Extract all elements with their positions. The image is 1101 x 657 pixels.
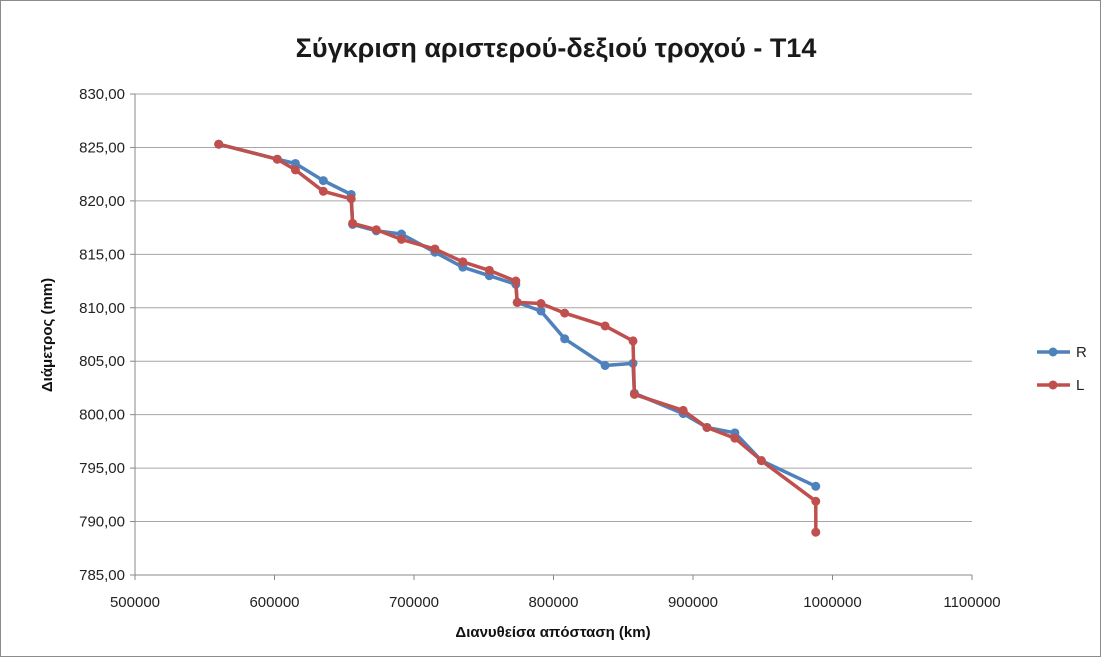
- x-tick-label: 800000: [528, 594, 578, 611]
- y-tick-label: 810,00: [79, 300, 125, 317]
- y-axis-title: Διάμετρος (mm): [39, 278, 56, 392]
- x-tick-label: 900000: [668, 594, 718, 611]
- y-tick-label: 800,00: [79, 407, 125, 424]
- data-point-L: [290, 165, 300, 175]
- data-point-L: [678, 405, 688, 415]
- series-L: [214, 139, 821, 537]
- y-tick-label: 790,00: [79, 514, 125, 531]
- data-point-L: [811, 527, 821, 537]
- x-tick-label: 700000: [389, 594, 439, 611]
- data-point-L: [536, 299, 546, 309]
- data-point-L: [628, 336, 638, 346]
- data-point-R: [290, 158, 300, 168]
- series-group: [214, 139, 821, 537]
- data-point-L: [811, 496, 821, 506]
- legend-label-L: L: [1076, 377, 1084, 394]
- data-point-L: [458, 257, 468, 267]
- data-point-L: [600, 321, 610, 331]
- data-point-L: [430, 244, 440, 254]
- data-point-R: [318, 176, 328, 186]
- x-axis-ticks: 500000 600000 700000 800000 900000 1000000 110…: [110, 575, 1001, 611]
- legend-marker-R: [1048, 347, 1058, 357]
- data-point-R: [811, 481, 821, 491]
- series-line-L: [216, 142, 818, 534]
- data-point-L: [484, 265, 494, 275]
- data-point-L: [512, 297, 522, 307]
- y-tick-label: 805,00: [79, 353, 125, 370]
- data-point-L: [511, 276, 521, 286]
- data-point-L: [702, 422, 712, 432]
- y-tick-label: 825,00: [79, 139, 125, 156]
- data-point-L: [348, 218, 358, 228]
- legend-marker-L: [1048, 380, 1058, 390]
- data-point-L: [371, 225, 381, 235]
- y-tick-label: 785,00: [79, 567, 125, 584]
- data-point-L: [756, 456, 766, 466]
- data-point-L: [214, 139, 224, 149]
- data-point-R: [560, 334, 570, 344]
- legend: RL: [1037, 344, 1087, 394]
- legend-label-R: R: [1076, 344, 1087, 361]
- y-tick-label: 820,00: [79, 193, 125, 210]
- data-point-L: [346, 194, 356, 204]
- series-R: [214, 139, 821, 491]
- y-tick-label: 815,00: [79, 246, 125, 263]
- legend-item-L: L: [1037, 377, 1084, 394]
- data-point-R: [600, 360, 610, 370]
- legend-item-R: R: [1037, 344, 1087, 361]
- data-point-L: [396, 234, 406, 244]
- gridlines: [135, 93, 972, 523]
- data-point-L: [560, 308, 570, 318]
- data-point-L: [318, 186, 328, 196]
- data-point-L: [730, 433, 740, 443]
- y-tick-label: 795,00: [79, 460, 125, 477]
- y-axis-ticks: 785,00 790,00 795,00 800,00 805,00 810,00 815,…: [79, 86, 135, 584]
- x-tick-label: 1100000: [943, 594, 1000, 611]
- data-point-L: [629, 389, 639, 399]
- x-tick-label: 500000: [110, 594, 160, 611]
- x-axis-title: Διανυθείσα απόσταση (km): [455, 624, 650, 641]
- x-tick-label: 600000: [249, 594, 299, 611]
- chart-title: Σύγκριση αριστερού-δεξιού τροχού - Τ14: [296, 33, 817, 63]
- data-point-L: [272, 154, 282, 164]
- data-point-R: [536, 306, 546, 316]
- x-tick-label: 1000000: [803, 594, 861, 611]
- y-tick-label: 830,00: [79, 86, 125, 103]
